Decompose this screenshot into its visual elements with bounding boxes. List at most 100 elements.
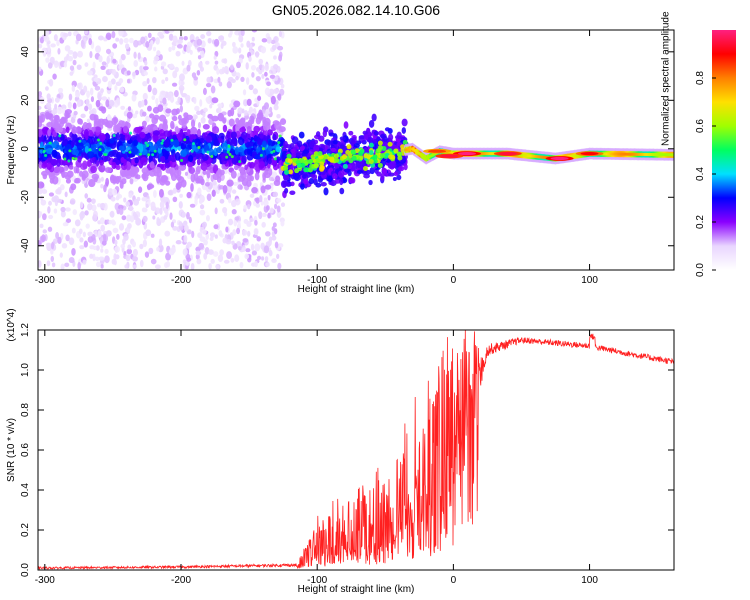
heatmap-cell [243,99,248,107]
heatmap-cell [277,141,281,145]
heatmap-cell [327,175,333,183]
heatmap-cell [169,212,173,220]
heatmap-cell [49,56,55,64]
snr-panel: -300 -200 -100 0 100 0.0 0.2 0.4 0.6 0.8 1.0 1.2 H… [6,308,675,595]
heatmap-cell [319,165,325,171]
heatmap-cell [196,158,201,166]
heatmap-cell [111,188,118,196]
heatmap-cell [225,226,229,233]
heatmap-cell [258,58,264,65]
heatmap-cell [91,204,97,212]
heatmap-cell [214,50,219,57]
heatmap-cell [239,261,244,269]
heatmap-cell [69,71,74,76]
heatmap-cell [155,97,159,105]
heatmap-cell [163,207,167,214]
heatmap-cell [74,219,81,227]
heatmap-cell [197,121,202,129]
heatmap-cell [396,174,402,181]
heatmap-cell [213,224,219,230]
heatmap-cell [197,55,202,60]
heatmap-cell [82,160,88,170]
heatmap-cell [82,259,87,265]
heatmap-cell [89,253,94,259]
heatmap-cell [147,153,151,157]
heatmap-cell [210,85,216,94]
heatmap-cell [194,114,198,119]
heatmap-cell [78,170,84,177]
heatmap-cell [145,41,150,48]
heatmap-cell [141,99,145,108]
heatmap-cell [208,249,214,255]
heatmap-cell [171,115,178,122]
heatmap-cell [103,233,107,242]
heatmap-cell [271,235,277,241]
heatmap-cell [46,162,52,170]
heatmap-cell [211,115,219,122]
heatmap-cell [266,81,271,87]
snr-series-line [38,330,674,570]
heatmap-cell [56,39,60,47]
heatmap-cell [126,248,133,255]
heatmap-cell [402,139,408,145]
heatmap-cell [263,172,271,179]
heatmap-cell [77,50,83,58]
heatmap-cell [99,142,103,146]
heatmap-cell [332,139,338,145]
heatmap-cell [266,36,272,44]
heatmap-cell [77,118,83,125]
heatmap-cell [71,247,76,256]
spectrogram-x-label: Height of straight line (km) [298,284,415,295]
heatmap-cell [72,102,77,110]
heatmap-cell [178,221,183,227]
heatmap-cell [172,187,177,194]
heatmap-cell [82,231,86,238]
heatmap-cell [253,135,258,142]
spectrogram-y-tick-label: 20 [20,94,31,106]
heatmap-cell [315,182,322,188]
heatmap-cell [264,63,269,72]
heatmap-cell [72,209,78,216]
heatmap-cell [273,157,277,161]
heatmap-cell [272,149,276,153]
heatmap-cell [144,60,148,66]
heatmap-cell [70,139,75,148]
heatmap-cell [161,90,167,96]
snr-x-ticks: -300 -200 -100 0 100 [35,330,598,586]
heatmap-cell [84,30,89,35]
heatmap-cell [254,154,262,160]
heatmap-cell [291,152,297,158]
heatmap-cell [389,162,395,170]
heatmap-cell [53,166,61,174]
heatmap-cell [339,177,344,186]
heatmap-cell [70,183,77,191]
heatmap-cell [100,248,104,253]
heatmap-cell [231,138,238,147]
heatmap-cell [267,157,272,165]
heatmap-cell [84,145,89,154]
heatmap-cell [115,159,121,166]
heatmap-cell [67,159,71,163]
heatmap-cell [60,206,66,213]
heatmap-cell [160,175,168,183]
heatmap-cell [159,207,163,215]
heatmap-cell [112,43,118,49]
heatmap-cell [41,47,47,55]
heatmap-cell [164,138,170,147]
heatmap-cell [249,161,256,169]
heatmap-cell [210,258,215,264]
heatmap-cell [214,60,219,65]
heatmap-cell [217,106,222,114]
heatmap-cell [240,30,245,37]
heatmap-cell [64,191,68,198]
heatmap-cell [152,189,157,198]
heatmap-cell [119,86,125,93]
heatmap-cell [89,50,93,59]
spectrogram-y-tick-label: 0 [20,146,31,152]
heatmap-cell [146,184,151,191]
heatmap-cell [57,47,61,55]
heatmap-cell [134,157,139,164]
heatmap-cell [194,152,203,159]
heatmap-cell [103,153,107,157]
heatmap-cell [64,110,70,120]
